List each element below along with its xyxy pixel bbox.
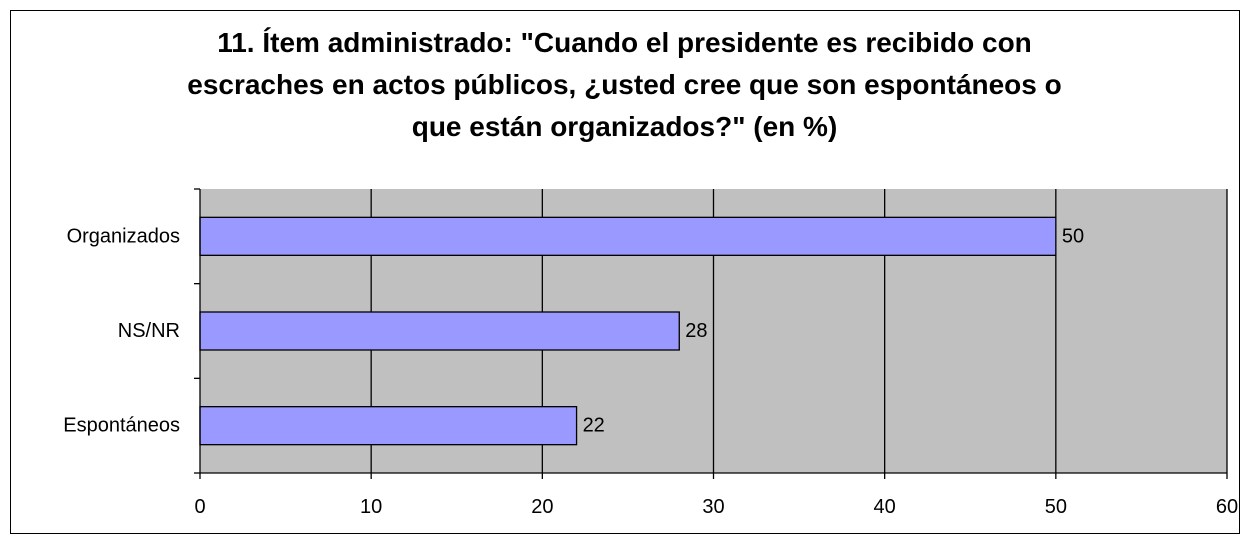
bar-organizados [199, 216, 1057, 256]
y-tick-label-ns-nr: NS/NR [118, 320, 180, 342]
x-tick-label-50: 50 [1045, 496, 1067, 518]
data-labels: 50 28 22 [583, 225, 1085, 436]
y-tick-labels: Organizados NS/NR Espontáneos [63, 225, 180, 436]
chart-title: 11. Ítem administrado: "Cuando el presid… [187, 27, 1062, 142]
axes [194, 188, 1228, 479]
x-tick-label-20: 20 [531, 496, 553, 518]
x-tick-labels: 0 10 20 30 40 50 60 [194, 496, 1238, 518]
x-tick-label-40: 40 [874, 496, 896, 518]
data-label-ns-nr: 28 [685, 320, 707, 342]
y-tick-label-organizados: Organizados [67, 225, 180, 247]
data-label-organizados: 50 [1062, 225, 1084, 247]
bar-ns-nr [199, 311, 680, 351]
bar-espont-neos [199, 406, 578, 446]
x-tick-label-60: 60 [1216, 496, 1238, 518]
x-tick-label-0: 0 [194, 496, 205, 518]
x-tick-label-30: 30 [702, 496, 724, 518]
y-tick-label-espont-neos: Espontáneos [63, 415, 180, 437]
bars [199, 216, 1057, 446]
data-label-espont-neos: 22 [583, 415, 605, 437]
x-tick-label-10: 10 [360, 496, 382, 518]
